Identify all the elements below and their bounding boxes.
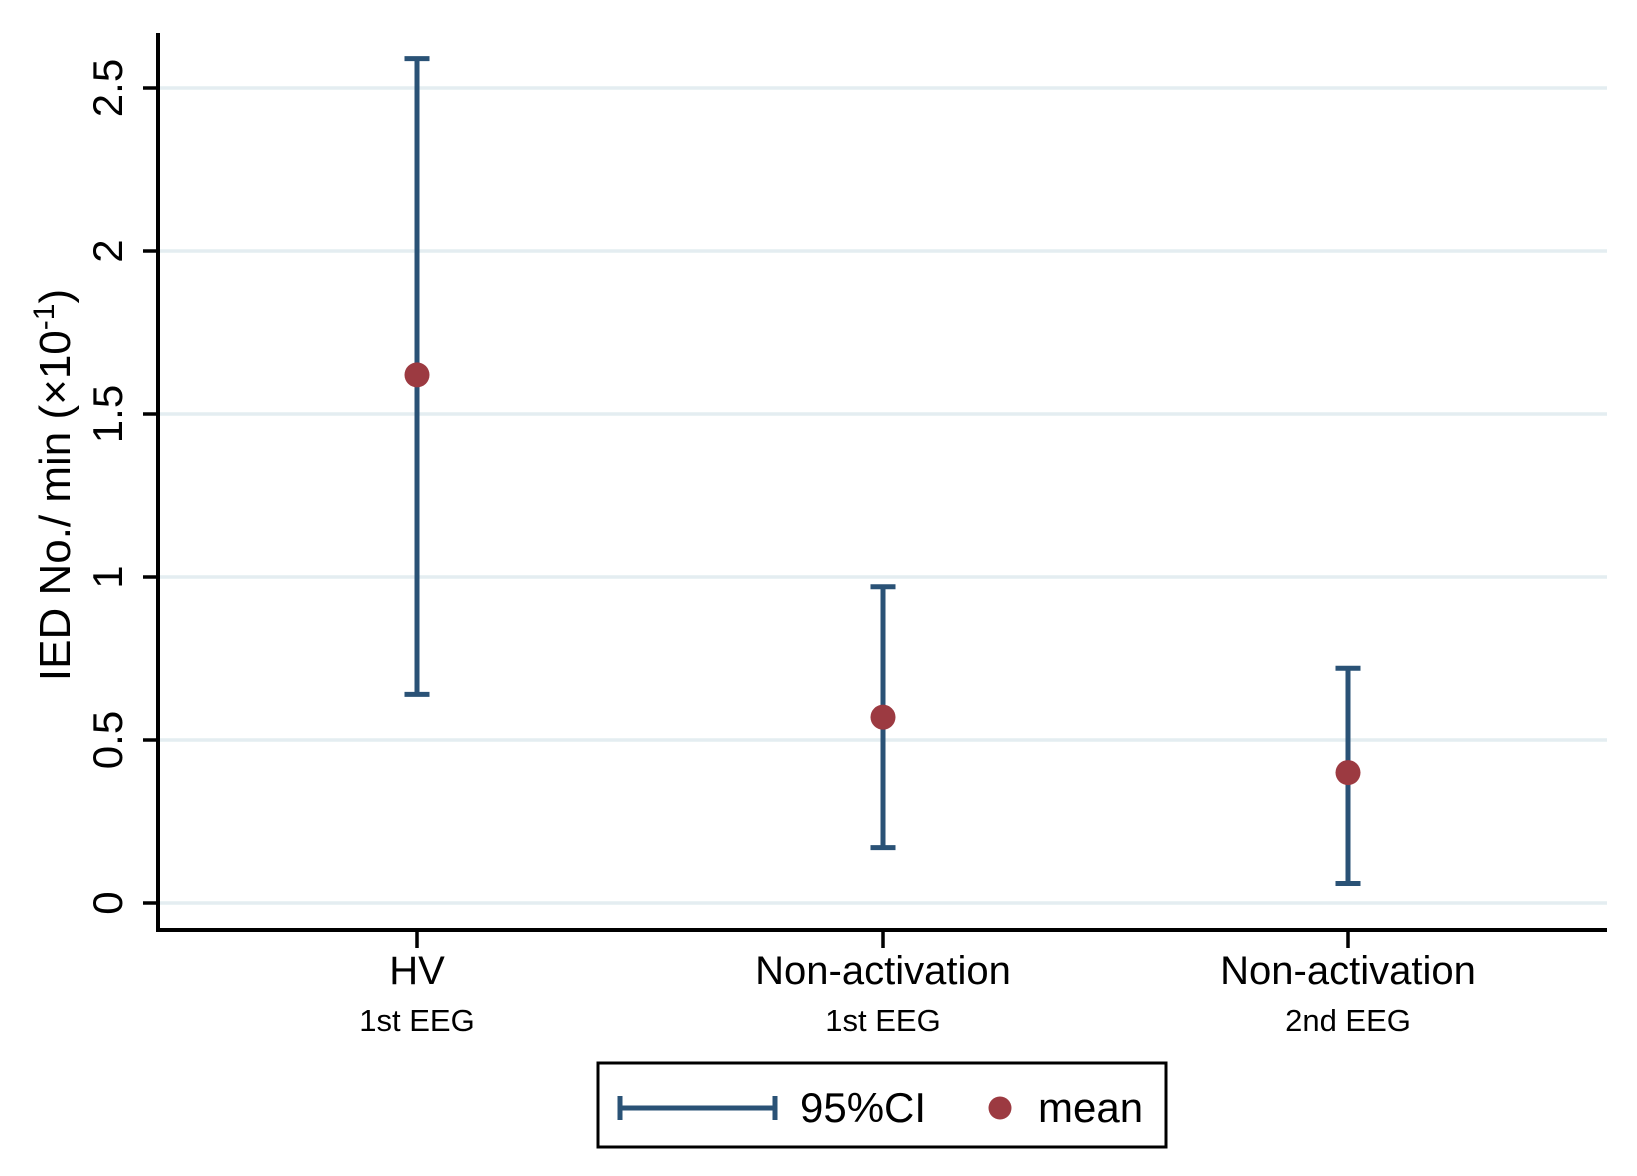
y-tick-label: 2	[84, 239, 131, 262]
y-axis-title: IED No./ min (×10-1)	[28, 289, 80, 681]
category-sublabel: 2nd EEG	[1285, 1003, 1411, 1038]
category-sublabel: 1st EEG	[359, 1003, 474, 1038]
legend-ci-label: 95%CI	[800, 1084, 926, 1131]
y-tick-label: 0	[84, 891, 131, 914]
mean-marker	[404, 362, 430, 388]
mean-marker	[1335, 760, 1361, 786]
legend-dot-icon	[988, 1096, 1012, 1120]
y-tick-label: 2.5	[84, 59, 131, 117]
category-sublabel: 1st EEG	[825, 1003, 940, 1038]
mean-marker	[870, 704, 896, 730]
y-tick-label: 1	[84, 565, 131, 588]
y-tick-label: 0.5	[84, 711, 131, 769]
category-label: Non-activation	[755, 949, 1011, 993]
y-tick-label: 1.5	[84, 385, 131, 443]
category-label: Non-activation	[1220, 949, 1476, 993]
legend-mean-label: mean	[1038, 1084, 1143, 1131]
category-label: HV	[389, 949, 445, 993]
legend-box	[596, 1061, 1168, 1149]
